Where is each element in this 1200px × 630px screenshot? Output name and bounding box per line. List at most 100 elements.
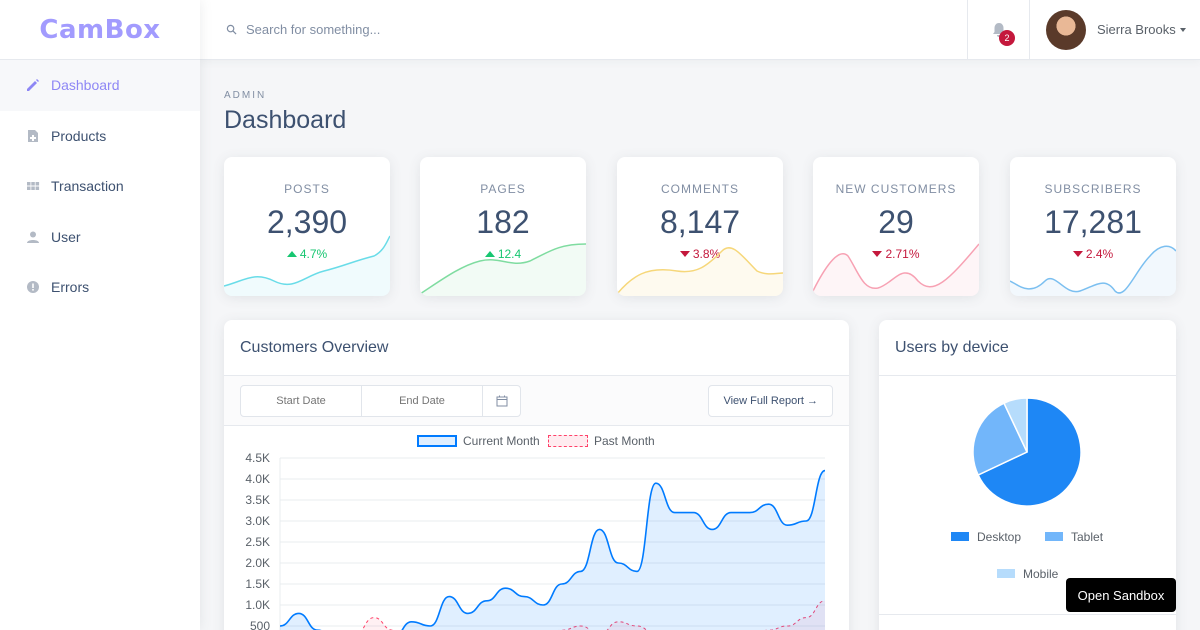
stat-label: PAGES bbox=[480, 182, 526, 196]
search-bar bbox=[200, 0, 967, 60]
sidebar-item-label: User bbox=[51, 228, 81, 245]
customers-line-chart: 4.5K 4.0K 3.5K 3.0K 2.5K 2.0K 1.5K 1.0K 500 bbox=[245, 451, 826, 630]
stat-value: 29 bbox=[878, 204, 914, 240]
stat-value: 8,147 bbox=[659, 204, 741, 240]
date-range-picker bbox=[240, 385, 521, 417]
user-menu[interactable]: Sierra Brooks bbox=[1029, 0, 1200, 60]
stat-value: 2,390 bbox=[266, 204, 348, 240]
stat-change: 4.7% bbox=[224, 247, 390, 261]
sidebar-item-errors[interactable]: Errors bbox=[0, 262, 200, 313]
chart-toolbar: View Full Report → bbox=[224, 376, 849, 426]
open-sandbox-button[interactable]: Open Sandbox bbox=[1066, 578, 1176, 612]
start-date-input[interactable] bbox=[241, 386, 362, 416]
sparkline bbox=[617, 247, 783, 296]
sidebar: CamBox Dashboard Products Transaction Us… bbox=[0, 0, 200, 630]
sidebar-item-label: Errors bbox=[51, 279, 90, 296]
stat-card-posts: POSTS 2,390 4.7% bbox=[224, 157, 390, 296]
arrow-up-icon bbox=[286, 251, 297, 257]
customers-overview-card: Customers Overview View Full Report → bbox=[224, 320, 849, 630]
sparkline bbox=[1010, 245, 1176, 296]
arrow-up-icon bbox=[484, 251, 495, 257]
y-tick-label: 4.0K bbox=[245, 472, 270, 486]
pie-slice-tablet[interactable] bbox=[972, 402, 1028, 476]
stat-label: NEW CUSTOMERS bbox=[835, 182, 957, 196]
y-tick-label: 3.5K bbox=[245, 493, 270, 507]
pie-slice-mobile[interactable] bbox=[1003, 397, 1028, 453]
y-tick-label: 2.5K bbox=[245, 535, 270, 549]
stat-value: 17,281 bbox=[1044, 204, 1142, 240]
card-title: Customers Overview bbox=[224, 320, 849, 376]
legend-swatch bbox=[1045, 532, 1063, 541]
stat-label: POSTS bbox=[284, 182, 330, 196]
pie-slice-desktop[interactable] bbox=[977, 397, 1082, 507]
y-tick-label: 2.0K bbox=[245, 556, 270, 570]
pencil-icon bbox=[26, 78, 40, 92]
legend-label: Current Month bbox=[463, 434, 540, 448]
current-month-line bbox=[279, 469, 826, 630]
y-tick-label: 4.5K bbox=[245, 451, 270, 465]
stat-change: 12.4 bbox=[420, 247, 586, 261]
topbar: 2 Sierra Brooks bbox=[200, 0, 1200, 60]
sidebar-item-label: Dashboard bbox=[51, 77, 120, 94]
page-subtitle: ADMIN bbox=[224, 90, 267, 101]
stat-change: 2.4% bbox=[1010, 247, 1176, 261]
device-pie-chart: Desktop Tablet Mobile bbox=[951, 397, 1104, 581]
sidebar-item-transaction[interactable]: Transaction bbox=[0, 161, 200, 212]
legend-swatch bbox=[951, 532, 969, 541]
arrow-down-icon bbox=[1072, 251, 1083, 257]
stat-card-new-customers: NEW CUSTOMERS 29 2.71% bbox=[813, 157, 979, 296]
stat-value: 182 bbox=[476, 204, 530, 240]
stat-card-pages: PAGES 182 12.4 bbox=[420, 157, 586, 296]
sidebar-item-dashboard[interactable]: Dashboard bbox=[0, 60, 200, 111]
legend-label-tablet[interactable]: Tablet bbox=[1071, 530, 1104, 544]
users-by-device-card: Users by device Desktop Tablet Mobile bbox=[879, 320, 1176, 630]
end-date-input[interactable] bbox=[362, 386, 483, 416]
error-icon bbox=[26, 280, 40, 294]
page-title: Dashboard bbox=[224, 106, 347, 134]
avatar bbox=[1046, 9, 1086, 50]
chevron-down-icon bbox=[1179, 27, 1186, 32]
arrow-down-icon bbox=[872, 251, 883, 257]
legend-label-mobile[interactable]: Mobile bbox=[1023, 567, 1059, 581]
legend-item-past[interactable]: Past Month bbox=[548, 434, 655, 448]
view-full-report-button[interactable]: View Full Report → bbox=[708, 385, 833, 417]
sidebar-item-label: Transaction bbox=[51, 178, 124, 195]
sidebar-item-products[interactable]: Products bbox=[0, 111, 200, 162]
legend-swatch bbox=[548, 435, 588, 447]
legend-label-desktop[interactable]: Desktop bbox=[977, 530, 1021, 544]
sparkline bbox=[813, 243, 979, 296]
person-icon bbox=[26, 230, 40, 244]
y-tick-label: 1.0K bbox=[245, 598, 270, 612]
current-month-area bbox=[280, 470, 825, 630]
calendar-icon[interactable] bbox=[483, 386, 520, 416]
card-title: Users by device bbox=[879, 320, 1176, 376]
past-month-line bbox=[361, 600, 826, 630]
y-tick-label: 1.5K bbox=[245, 577, 270, 591]
legend-label: Past Month bbox=[594, 434, 655, 448]
note-add-icon bbox=[26, 129, 40, 143]
brand-logo[interactable]: CamBox bbox=[0, 0, 200, 60]
grid-icon bbox=[26, 179, 40, 193]
sparkline bbox=[420, 243, 586, 296]
stat-change: 3.8% bbox=[617, 247, 783, 261]
legend-swatch bbox=[417, 435, 457, 447]
notification-badge: 2 bbox=[999, 29, 1015, 46]
stat-card-subscribers: SUBSCRIBERS 17,281 2.4% bbox=[1010, 157, 1176, 296]
legend-swatch bbox=[997, 569, 1015, 578]
legend-item-current[interactable]: Current Month bbox=[417, 434, 540, 448]
stat-label: SUBSCRIBERS bbox=[1044, 182, 1142, 196]
search-icon bbox=[226, 24, 237, 35]
stat-card-comments: COMMENTS 8,147 3.8% bbox=[617, 157, 783, 296]
stat-change: 2.71% bbox=[813, 247, 979, 261]
notifications-button[interactable]: 2 bbox=[967, 0, 1029, 60]
sparkline bbox=[224, 235, 390, 296]
arrow-down-icon bbox=[679, 251, 690, 257]
stat-label: COMMENTS bbox=[661, 182, 739, 196]
y-tick-label: 3.0K bbox=[245, 514, 270, 528]
sidebar-item-user[interactable]: User bbox=[0, 212, 200, 263]
y-tick-label: 500 bbox=[250, 619, 270, 630]
sidebar-item-label: Products bbox=[51, 127, 107, 144]
search-input[interactable] bbox=[246, 22, 746, 37]
card-footer-divider bbox=[879, 614, 1176, 615]
user-name: Sierra Brooks bbox=[1097, 22, 1176, 37]
